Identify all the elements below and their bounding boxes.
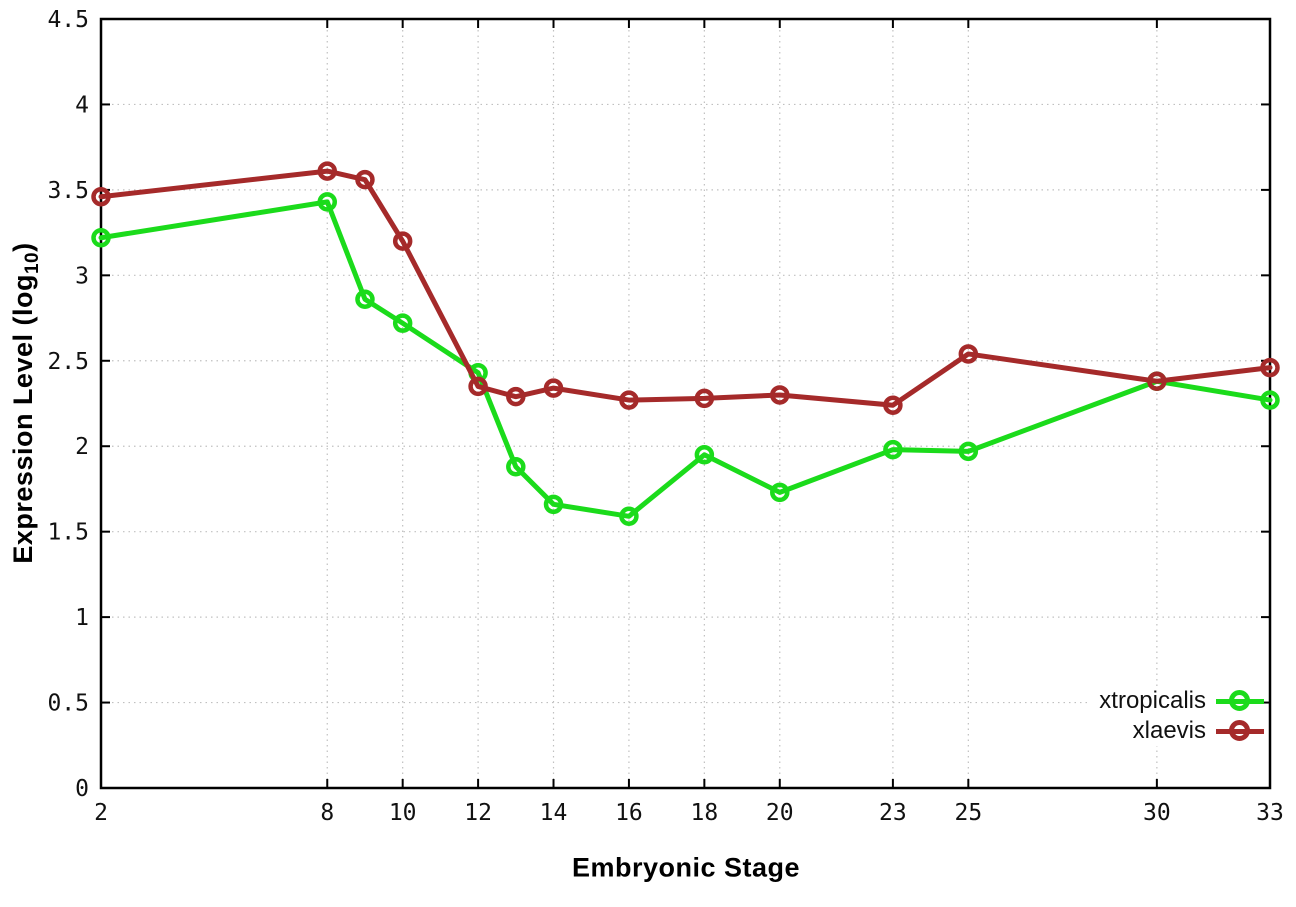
data-point-marker (770, 482, 790, 503)
x-tick-label: 8 (320, 800, 334, 826)
y-tick-label: 2.5 (47, 349, 89, 375)
data-point-marker (1147, 371, 1167, 392)
data-point-marker (694, 388, 715, 409)
y-tick-label: 0.5 (47, 691, 89, 717)
data-point-marker (468, 376, 488, 397)
data-point-marker (1260, 390, 1280, 410)
x-tick-label: 30 (1143, 800, 1171, 826)
x-tick-label: 25 (954, 800, 982, 826)
y-tick-label: 4.5 (47, 7, 89, 33)
x-tick-label: 16 (615, 800, 643, 826)
plot-border (99, 17, 1272, 790)
data-point-marker (883, 439, 903, 460)
data-point-marker (91, 227, 111, 248)
x-tick-label: 14 (540, 800, 568, 826)
data-point-marker (619, 390, 639, 410)
y-tick-label: 3.5 (47, 178, 89, 204)
y-axis-title: Expression Level (log10) (8, 242, 44, 563)
y-axis-title-close: ) (8, 242, 38, 252)
data-point-marker (355, 169, 375, 190)
data-point-marker (543, 378, 564, 398)
x-tick-label: 12 (464, 800, 492, 826)
y-tick-label: 3 (75, 263, 89, 289)
data-point-marker (1260, 357, 1280, 378)
x-tick-label: 23 (879, 800, 907, 826)
data-point-marker (619, 506, 639, 527)
data-point-marker (770, 385, 790, 405)
legend-item-xlaevis: xlaevis (1099, 716, 1264, 746)
y-tick-label: 1 (75, 605, 89, 631)
legend-label: xtropicalis (1099, 687, 1206, 714)
y-tick-label: 1.5 (47, 520, 89, 546)
y-axis-title-text: Expression Level (log (8, 274, 38, 564)
y-tick-label: 4 (75, 92, 89, 118)
data-point-marker (543, 494, 564, 515)
data-point-marker (958, 344, 979, 364)
legend-marker-sample (1216, 686, 1264, 716)
data-point-marker (506, 456, 526, 477)
legend: xtropicalis xlaevis (1089, 686, 1264, 746)
data-point-marker (317, 161, 338, 181)
series-line-xlaevis (98, 168, 1273, 408)
data-point-marker (91, 186, 111, 207)
y-tick-label: 0 (75, 776, 89, 802)
circle-marker-icon (1229, 690, 1250, 711)
data-point-marker (506, 386, 526, 407)
legend-item-xtropicalis: xtropicalis (1099, 686, 1264, 716)
x-tick-label: 20 (766, 800, 794, 826)
data-point-marker (392, 231, 413, 251)
data-point-marker (355, 289, 375, 310)
y-tick-label: 2 (75, 434, 89, 460)
data-point-marker (958, 441, 979, 462)
data-point-marker (883, 395, 903, 415)
legend-label: xlaevis (1132, 717, 1206, 744)
x-axis-title: Embryonic Stage (571, 852, 801, 883)
data-point-marker (392, 313, 413, 333)
series-line-xtropicalis (98, 199, 1273, 519)
legend-marker-sample (1216, 716, 1264, 746)
x-tick-label: 2 (94, 800, 108, 826)
y-axis-title-subscript: 10 (22, 251, 43, 275)
x-tick-label: 10 (389, 800, 417, 826)
circle-marker-icon (1229, 720, 1250, 741)
x-tick-label: 33 (1256, 800, 1284, 826)
data-point-marker (694, 445, 715, 465)
x-tick-label: 18 (691, 800, 719, 826)
data-point-marker (317, 192, 338, 212)
